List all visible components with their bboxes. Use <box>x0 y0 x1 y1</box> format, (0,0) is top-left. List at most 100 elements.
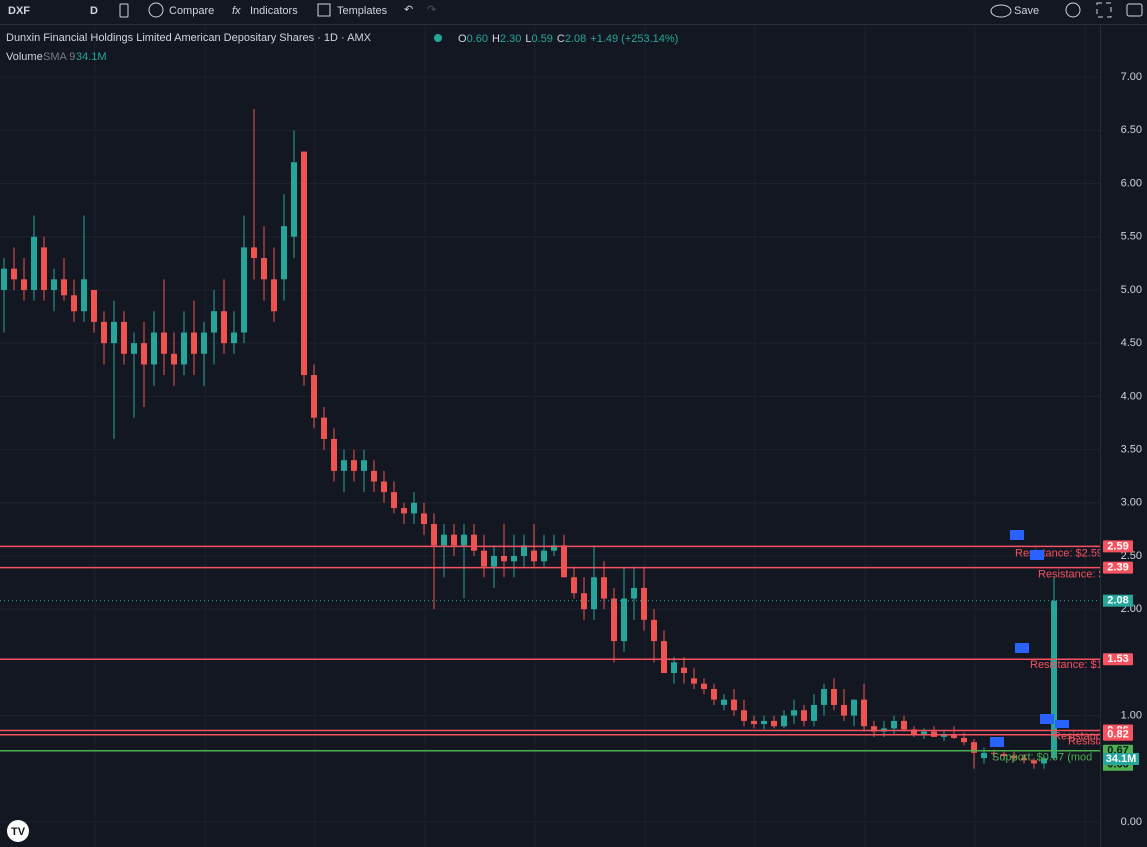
compare-icon[interactable] <box>148 2 164 18</box>
candle-body <box>401 508 407 514</box>
candle-body <box>161 332 167 354</box>
candle-body <box>671 662 677 674</box>
candle-body <box>391 492 397 509</box>
candle-body <box>971 742 977 753</box>
undo[interactable]: ↶ <box>404 4 413 16</box>
logo-mark: TV <box>11 826 26 838</box>
candle-body <box>361 460 367 471</box>
candle-body <box>461 534 467 546</box>
price-badge-label: 0.82 <box>1107 729 1128 741</box>
price-badge <box>1103 594 1133 607</box>
candle-body <box>431 524 437 546</box>
y-tick-label: 4.50 <box>1121 337 1142 349</box>
candle-body <box>761 720 767 725</box>
candle-body <box>201 332 207 354</box>
candle-body <box>731 699 737 711</box>
price-badge-label: 2.59 <box>1107 540 1128 552</box>
candle-body <box>41 247 47 290</box>
candle-body <box>1041 758 1047 764</box>
snapshot[interactable] <box>1126 3 1143 17</box>
candle-body <box>1031 760 1037 764</box>
candle-body <box>651 619 657 642</box>
candle-body <box>121 321 127 354</box>
candle-body <box>541 550 547 562</box>
candle-body <box>831 688 837 705</box>
candle-body <box>131 343 137 354</box>
level-annotation: Resistance: $2 <box>1038 569 1111 581</box>
candle-body <box>661 641 667 674</box>
level-annotation: Resistanc <box>1068 736 1117 748</box>
candle-body <box>221 311 227 344</box>
h-label: H <box>492 33 500 45</box>
candle-body <box>561 545 567 578</box>
candle-body <box>31 236 37 290</box>
l-label: L <box>525 33 531 45</box>
sma-label: SMA 9 <box>43 51 75 63</box>
candle-body <box>171 353 177 365</box>
c-value: 2.08 <box>565 33 586 45</box>
symbol[interactable]: DXF <box>8 5 30 17</box>
save-button[interactable]: Save <box>1014 5 1039 17</box>
candle-body <box>341 460 347 471</box>
candle-body <box>721 699 727 705</box>
candle-body <box>741 710 747 721</box>
candle-body <box>571 577 577 594</box>
interval[interactable]: D <box>90 5 98 17</box>
volume-badge-label: 34.1M <box>1106 753 1137 765</box>
fullscreen[interactable] <box>1096 2 1112 18</box>
candle-body <box>961 737 967 743</box>
o-value: 0.60 <box>467 33 488 45</box>
last-price-label: 2.08 <box>1107 595 1128 607</box>
volume-value: 34.1M <box>76 51 107 63</box>
status-dot <box>434 34 442 42</box>
compare-button[interactable]: Compare <box>169 5 214 17</box>
candle-body <box>101 321 107 344</box>
candle-body <box>841 704 847 716</box>
candle-body <box>631 587 637 599</box>
candle-body <box>81 279 87 312</box>
level-annotation: Support: $0.67 (mod <box>992 752 1092 764</box>
y-tick-label: 6.00 <box>1121 177 1142 189</box>
templates-button[interactable]: Templates <box>337 5 388 17</box>
candle-body <box>821 688 827 705</box>
h-value: 2.30 <box>500 33 521 45</box>
indicators-button[interactable]: Indicators <box>250 5 298 17</box>
candle-body <box>261 258 267 280</box>
settings[interactable] <box>1065 2 1081 18</box>
templates-icon[interactable] <box>317 3 331 17</box>
candle-body <box>951 734 957 738</box>
indicators-icon[interactable]: fx <box>232 5 241 17</box>
redo[interactable]: ↷ <box>427 4 436 16</box>
level-annotation: Resistance: $2.59 ( <box>1015 547 1110 559</box>
candle-body <box>11 268 17 280</box>
candle-body <box>591 577 597 610</box>
candle-body <box>811 704 817 721</box>
candle-body <box>991 752 997 754</box>
candle-body <box>411 502 417 514</box>
candle-body <box>481 550 487 567</box>
candle-body <box>751 720 757 725</box>
cloud-icon[interactable] <box>990 4 1012 18</box>
candle-body <box>871 726 877 732</box>
price-badge-label: 2.39 <box>1107 562 1128 574</box>
candle-body <box>511 555 517 562</box>
price-badge-label: 1.53 <box>1107 653 1128 665</box>
candle-body <box>191 332 197 354</box>
candle-body <box>241 247 247 333</box>
volume-badge <box>1103 753 1139 765</box>
candle-body <box>551 545 557 551</box>
candle-body <box>601 577 607 599</box>
candle-body <box>421 513 427 525</box>
candle-body <box>181 332 187 365</box>
candle-body <box>771 720 777 727</box>
volume-label: Volume <box>6 51 43 63</box>
chart-type-icon[interactable] <box>119 3 129 18</box>
price-badge <box>1103 653 1133 666</box>
logo[interactable] <box>7 820 29 842</box>
candle-body <box>141 343 147 365</box>
candle-body <box>291 162 297 237</box>
y-tick-label: 6.50 <box>1121 124 1142 136</box>
candle-body <box>531 550 537 562</box>
candle-body <box>111 321 117 344</box>
y-tick-label: 5.50 <box>1121 231 1142 243</box>
